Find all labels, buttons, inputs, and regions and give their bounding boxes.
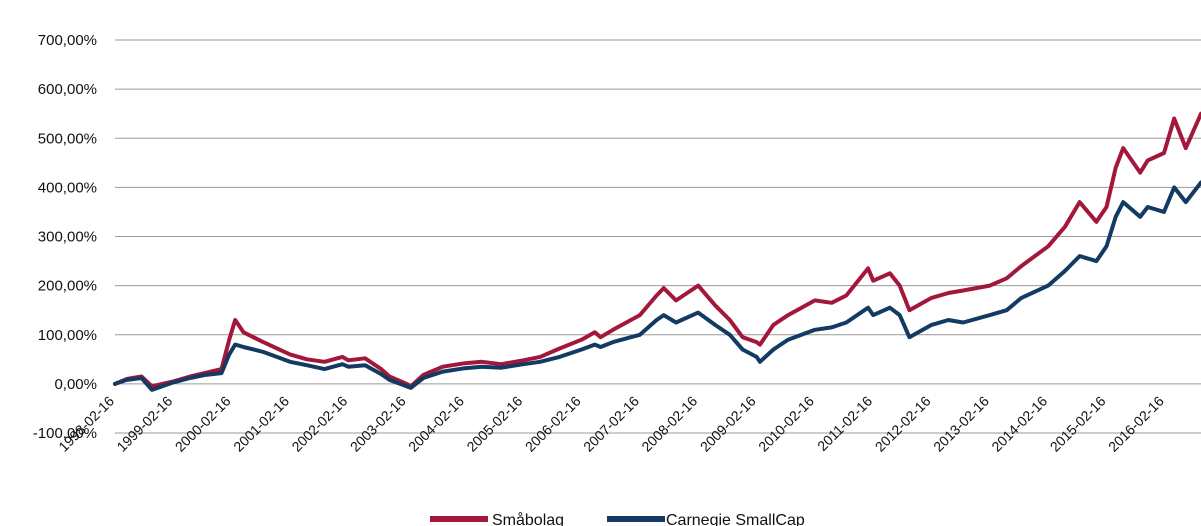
x-tick-label: 2007-02-16 — [580, 393, 642, 455]
x-tick-label: 1999-02-16 — [113, 393, 175, 455]
y-tick-label: 200,00% — [38, 278, 97, 295]
x-tick-label: 2009-02-16 — [697, 393, 759, 455]
x-tick-label: 2006-02-16 — [522, 393, 584, 455]
x-tick-label: 2003-02-16 — [347, 393, 409, 455]
y-tick-label: -100,00% — [33, 425, 97, 442]
y-tick-label: 0,00% — [54, 376, 97, 393]
y-axis-ticks: -100,00% 0,00% 100,00% 200,00% 300,00% 400,00… — [33, 32, 97, 442]
x-tick-label: 1998-02-16 — [55, 393, 117, 455]
x-axis-ticks: 1998-02-161999-02-162000-02-162001-02-16… — [55, 393, 1167, 455]
y-tick-label: 100,00% — [38, 327, 97, 344]
y-tick-label: 600,00% — [38, 81, 97, 98]
y-tick-label: 400,00% — [38, 179, 97, 196]
x-tick-label: 2008-02-16 — [638, 393, 700, 455]
x-tick-label: 2004-02-16 — [405, 393, 467, 455]
x-tick-label: 2015-02-16 — [1047, 393, 1109, 455]
series-line-0 — [113, 111, 1201, 389]
x-tick-label: 2010-02-16 — [755, 393, 817, 455]
x-tick-label: 2012-02-16 — [872, 393, 934, 455]
x-tick-label: 2016-02-16 — [1105, 393, 1167, 455]
x-tick-label: 2000-02-16 — [172, 393, 234, 455]
legend-label: Carnegie SmallCap — [666, 512, 805, 526]
x-tick-label: 2005-02-16 — [463, 393, 525, 455]
x-tick-label: 2011-02-16 — [814, 393, 875, 454]
legend: Småbolag Carnegie SmallCap — [430, 511, 805, 526]
gridlines — [115, 39, 1201, 434]
x-tick-label: 2001-02-16 — [230, 393, 292, 455]
y-tick-label: 700,00% — [38, 32, 97, 49]
series-lines — [113, 111, 1201, 392]
y-tick-label: 500,00% — [38, 130, 97, 147]
y-tick-label: 300,00% — [38, 229, 97, 246]
series-line-1 — [113, 180, 1201, 392]
legend-label: Småbolag — [492, 511, 564, 526]
x-tick-label: 2002-02-16 — [288, 393, 350, 455]
x-tick-label: 2014-02-16 — [988, 393, 1050, 455]
x-tick-label: 2013-02-16 — [930, 393, 992, 455]
